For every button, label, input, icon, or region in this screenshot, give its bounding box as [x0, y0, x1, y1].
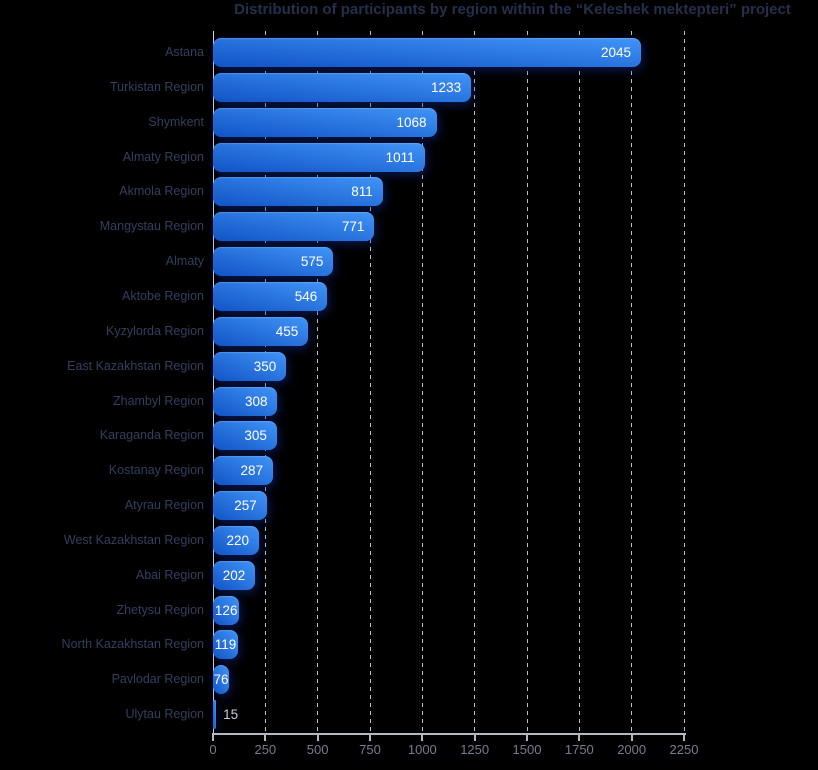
category-label: Almaty	[165, 254, 204, 269]
bar: 811	[213, 177, 383, 207]
value-label: 119	[214, 637, 237, 653]
x-axis-line	[212, 733, 686, 735]
gridline-1750	[578, 31, 580, 734]
value-label: 202	[222, 567, 246, 583]
tick-label-500: 500	[306, 742, 329, 757]
category-label: Karaganda Region	[99, 428, 204, 443]
gridline-2250	[683, 31, 685, 734]
value-label: 455	[275, 323, 299, 339]
value-label: 15	[223, 707, 239, 723]
category-label: Akmola Region	[119, 184, 204, 199]
value-label: 771	[341, 219, 365, 235]
tick-label-250: 250	[254, 742, 277, 757]
bar: 546	[213, 281, 328, 311]
tick-label-2250: 2250	[669, 742, 699, 757]
bar: 257	[213, 491, 267, 521]
category-label: Turkistan Region	[109, 79, 204, 94]
value-label: 126	[214, 602, 238, 618]
category-label: Kostanay Region	[108, 463, 204, 478]
tick-label-1500: 1500	[512, 742, 542, 757]
tick-mark-1000	[421, 735, 424, 741]
gridline-750	[369, 31, 371, 734]
value-label: 2045	[601, 45, 632, 60]
tick-mark-1500	[526, 735, 528, 741]
value-label: 1011	[385, 149, 415, 165]
gridline-500	[317, 31, 319, 734]
value-label: 1068	[396, 114, 427, 130]
gridline-1500	[526, 31, 528, 734]
tick-mark-0	[212, 735, 214, 741]
bar: 308	[213, 386, 278, 416]
tick-mark-2250	[683, 735, 685, 741]
bar: 350	[213, 351, 287, 381]
tick-mark-250	[264, 735, 267, 741]
tick-mark-1750	[578, 735, 581, 741]
value-label: 257	[234, 498, 257, 514]
bar: 119	[213, 630, 238, 660]
value-label: 350	[253, 358, 277, 374]
bar: 287	[213, 456, 274, 486]
tick-label-0: 0	[209, 742, 217, 757]
bar: 202	[213, 560, 256, 590]
gridline-1000	[421, 31, 423, 734]
bar: 1068	[213, 107, 437, 137]
category-label: Pavlodar Region	[111, 672, 204, 687]
bar: 15	[213, 700, 238, 730]
category-label: Abai Region	[135, 567, 204, 582]
tick-mark-750	[369, 735, 371, 741]
tick-label-1000: 1000	[407, 742, 437, 757]
gridline-2000	[631, 31, 633, 734]
gridline-1250	[474, 31, 476, 734]
tick-mark-1250	[473, 735, 476, 741]
value-label: 305	[244, 428, 267, 444]
tick-label-2000: 2000	[617, 742, 647, 757]
category-label: West Kazakhstan Region	[63, 532, 204, 547]
tick-mark-500	[316, 735, 319, 741]
category-label: Kyzylorda Region	[106, 323, 204, 338]
value-label: 220	[226, 532, 250, 548]
category-label: North Kazakhstan Region	[61, 637, 204, 652]
value-label: 287	[240, 463, 264, 479]
bar: 2045	[213, 38, 642, 67]
category-label: Zhetysu Region	[116, 602, 204, 617]
category-label: Ulytau Region	[125, 707, 204, 722]
chart-title: Distribution of participants by region w…	[234, 1, 791, 18]
bar: 220	[213, 525, 260, 555]
category-label: Astana	[165, 45, 204, 59]
tick-label-1750: 1750	[564, 742, 594, 757]
bar: 1011	[213, 142, 425, 172]
bar: 1233	[213, 72, 472, 102]
value-label: 1233	[431, 79, 462, 95]
bar: 575	[213, 247, 334, 277]
bar: 771	[213, 212, 375, 242]
value-label: 575	[300, 254, 324, 270]
category-label: Mangystau Region	[99, 219, 204, 234]
category-label: Aktobe Region	[121, 288, 204, 303]
category-label: Zhambyl Region	[112, 393, 204, 408]
bar: 126	[213, 595, 240, 625]
gridline-0	[212, 31, 214, 734]
tick-mark-2000	[630, 735, 633, 741]
value-label: 546	[294, 288, 318, 304]
tick-label-1250: 1250	[460, 742, 490, 757]
bar: 455	[213, 316, 309, 346]
value-label: 308	[244, 393, 268, 409]
tick-label-750: 750	[359, 742, 381, 757]
category-label: Shymkent	[148, 114, 204, 129]
value-label: 811	[351, 184, 373, 200]
category-label: Atyrau Region	[124, 498, 204, 513]
category-label: East Kazakhstan Region	[67, 358, 204, 373]
value-label: 76	[213, 672, 229, 688]
bar: 76	[213, 665, 229, 695]
category-label: Almaty Region	[122, 149, 204, 164]
gridline-250	[264, 31, 266, 734]
bar: 305	[213, 421, 277, 451]
